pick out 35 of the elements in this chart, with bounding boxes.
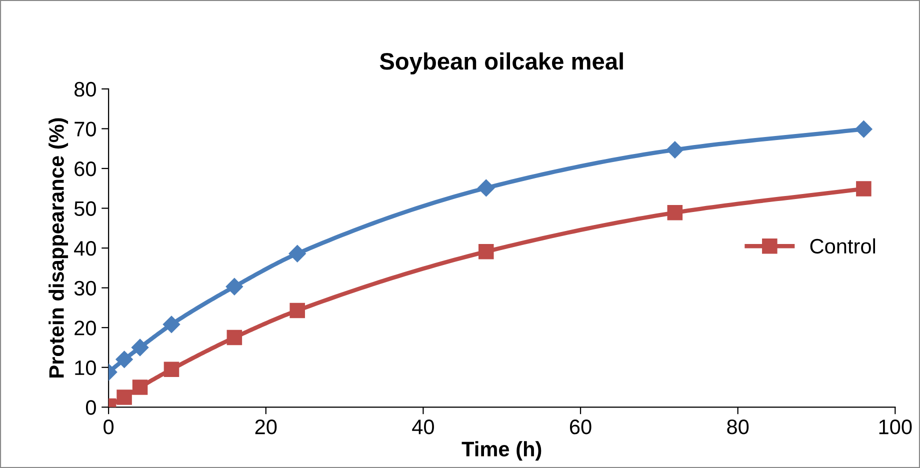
point <box>478 244 494 260</box>
point <box>288 245 306 262</box>
point <box>131 338 149 356</box>
point <box>132 380 148 395</box>
y-tick-label: 80 <box>74 82 96 97</box>
point <box>162 316 180 333</box>
chart-title: Soybean oilcake meal <box>380 52 623 74</box>
y-tick-label: 40 <box>74 241 96 256</box>
x-tick-label: 0 <box>104 420 114 434</box>
x-axis-title: Time (h) <box>462 441 542 461</box>
point <box>667 204 683 220</box>
x-tick-label: 20 <box>255 420 277 434</box>
y-tick-label: 10 <box>75 360 96 376</box>
point <box>290 302 305 318</box>
point <box>856 181 872 196</box>
x-tick-label: 100 <box>879 420 912 434</box>
y-tick-label: 50 <box>74 201 96 216</box>
y-tick-label: 0 <box>86 400 96 415</box>
point <box>226 278 243 296</box>
point <box>116 350 133 368</box>
point <box>164 362 180 378</box>
legend-label: Control <box>810 238 876 254</box>
y-axis-title: Protein disappearance (%) <box>48 118 68 378</box>
x-tick-label: 40 <box>412 420 434 434</box>
y-tick-label: 70 <box>74 122 96 136</box>
point <box>116 390 132 405</box>
x-tick-label: 80 <box>727 420 749 434</box>
point <box>478 179 495 197</box>
y-tick-label: 30 <box>74 280 96 296</box>
y-tick-label: 20 <box>74 320 96 336</box>
point <box>666 141 684 158</box>
x-tick-label: 60 <box>570 420 592 434</box>
point <box>226 330 242 346</box>
point <box>855 120 872 138</box>
y-tick-label: 60 <box>74 161 96 176</box>
